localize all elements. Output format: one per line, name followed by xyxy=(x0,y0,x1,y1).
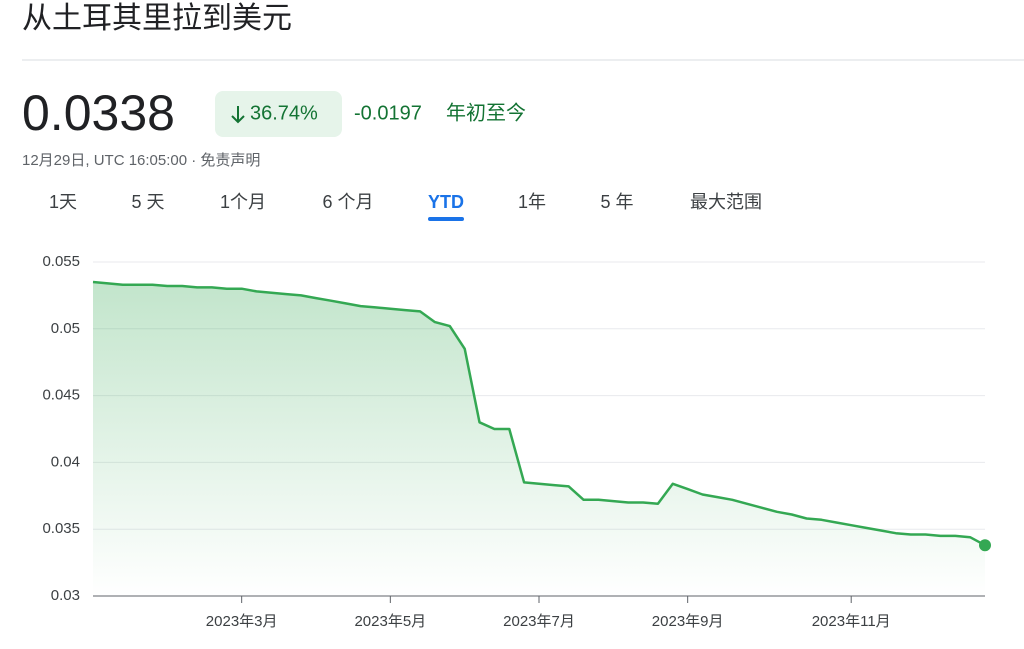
x-tick-label: 2023年9月 xyxy=(652,613,724,630)
range-tab[interactable]: 5 年 xyxy=(600,192,633,212)
x-tick-label: 2023年7月 xyxy=(503,613,575,630)
title: 从土耳其里拉到美元 xyxy=(22,2,292,35)
range-tab[interactable]: 6 个月 xyxy=(322,192,373,212)
line-area xyxy=(93,282,985,596)
down-arrow xyxy=(231,106,245,124)
range-tab[interactable]: YTD xyxy=(428,192,464,212)
range-tab[interactable]: 5 天 xyxy=(131,192,164,212)
timestamp: 12月29日, UTC 16:05:00 · 免责声明 xyxy=(22,151,260,169)
tab-underline xyxy=(428,217,464,221)
range-tab[interactable]: 1年 xyxy=(518,192,546,212)
price-line xyxy=(92,280,986,547)
y-tick-label: 0.03 xyxy=(51,587,80,604)
x-tick-label: 2023年3月 xyxy=(206,613,278,630)
change-period: 年初至今 xyxy=(446,101,526,124)
range-tab[interactable]: 1个月 xyxy=(220,192,266,212)
range-tab[interactable]: 最大范围 xyxy=(690,192,762,212)
change-percent: 36.74% xyxy=(250,102,318,124)
y-tick-label: 0.055 xyxy=(42,253,80,270)
range-tab[interactable]: 1天 xyxy=(49,192,77,212)
change-badge xyxy=(215,91,342,137)
y-tick-label: 0.05 xyxy=(51,320,80,337)
x-tick-label: 2023年5月 xyxy=(354,613,426,630)
y-tick-label: 0.04 xyxy=(51,453,80,470)
y-tick-label: 0.035 xyxy=(42,520,80,537)
x-tick-label: 2023年11月 xyxy=(812,613,891,630)
y-tick-label: 0.045 xyxy=(42,387,80,404)
change-value: -0.0197 xyxy=(354,102,422,124)
end-point xyxy=(979,539,991,552)
price: 0.0338 xyxy=(22,85,175,141)
